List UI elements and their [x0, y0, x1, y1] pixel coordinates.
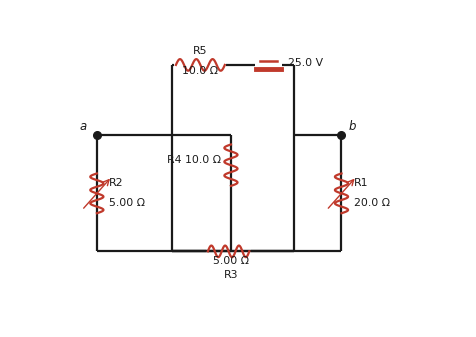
Text: 20.0 Ω: 20.0 Ω: [354, 198, 390, 208]
Text: 5.00 Ω: 5.00 Ω: [109, 198, 145, 208]
Text: R3: R3: [224, 270, 238, 280]
Text: a: a: [79, 120, 87, 133]
Text: b: b: [348, 120, 356, 133]
Text: R2: R2: [109, 178, 124, 188]
Text: R5: R5: [193, 46, 208, 56]
Text: 10.0 Ω: 10.0 Ω: [182, 66, 218, 76]
Text: R4 10.0 Ω: R4 10.0 Ω: [167, 155, 220, 165]
Text: 25.0 V: 25.0 V: [288, 58, 324, 68]
Text: 5.00 Ω: 5.00 Ω: [213, 256, 249, 266]
Text: R1: R1: [354, 178, 368, 188]
